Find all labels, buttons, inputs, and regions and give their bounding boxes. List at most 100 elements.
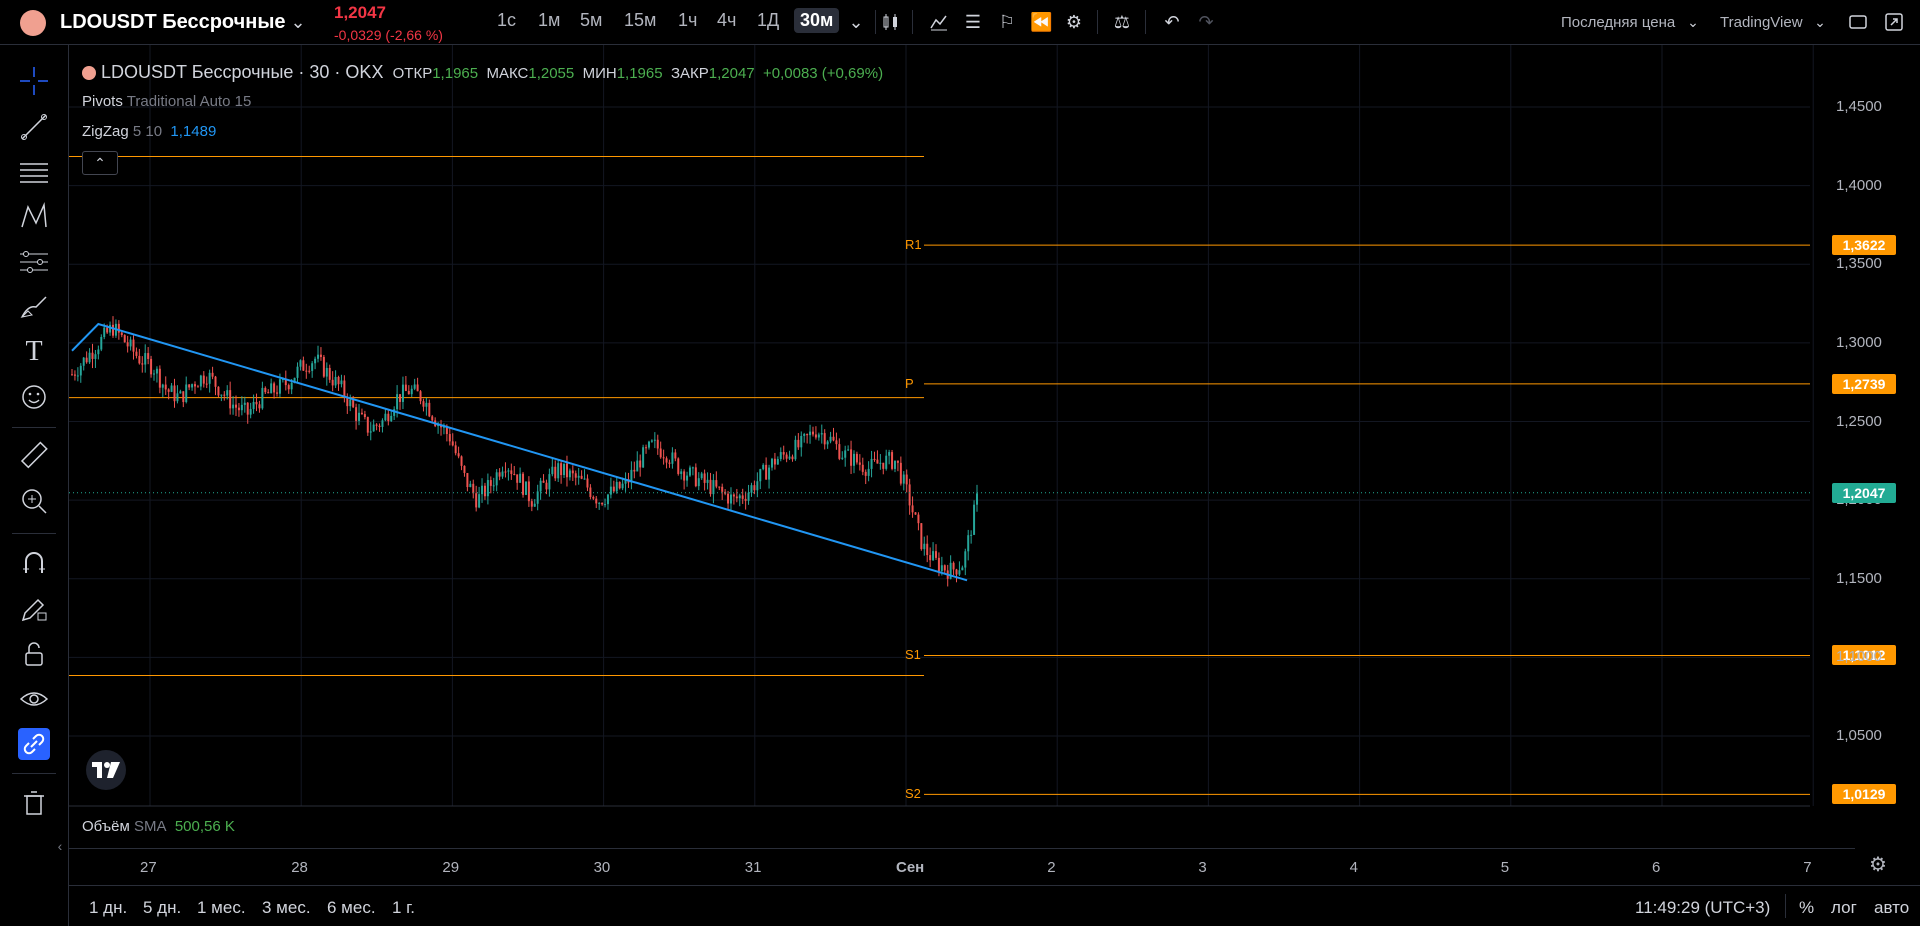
candles (71, 316, 978, 587)
window-icon[interactable] (1848, 12, 1868, 32)
indicators-icon[interactable] (929, 12, 949, 32)
series-title[interactable]: LDOUSDT Бессрочные · 30 · OKX (101, 62, 384, 82)
candle-body (232, 404, 235, 409)
candle-body (466, 472, 469, 488)
trash-icon[interactable] (18, 787, 50, 819)
candle-body (715, 480, 718, 487)
candle-body (196, 386, 199, 388)
interval-1d[interactable]: 1Д (757, 10, 780, 30)
candle-body (618, 481, 621, 489)
pivots-legend[interactable]: Pivots Traditional Auto 15 (82, 93, 251, 110)
interval-5m[interactable]: 5м (580, 10, 603, 30)
pivot-label-r1: R1 (905, 237, 922, 253)
candle-body (893, 460, 896, 469)
eye-icon[interactable] (18, 683, 50, 715)
price-type-select[interactable]: Последняя цена (1561, 14, 1676, 31)
candle-body (355, 407, 358, 421)
crosshair-icon[interactable] (18, 65, 50, 97)
volume-legend[interactable]: Объём SMA 500,56 K (82, 818, 235, 835)
emoji-icon[interactable] (18, 381, 50, 413)
range-1y[interactable]: 1 г. (392, 898, 416, 917)
time-axis[interactable]: 27 28 29 30 31 Сен 2 3 4 5 6 7 (69, 848, 1855, 885)
zoom-icon[interactable] (18, 485, 50, 517)
candle-body (451, 441, 454, 446)
range-6m[interactable]: 6 мес. (327, 898, 376, 917)
collapse-legend-button[interactable]: ⌃ (82, 151, 118, 175)
interval-1s[interactable]: 1с (497, 10, 517, 30)
horizontal-lines-icon[interactable] (18, 156, 50, 188)
ruler-icon[interactable] (18, 440, 50, 472)
candle-body (255, 401, 258, 405)
candle-body (876, 459, 879, 464)
chevron-down-icon[interactable]: ⌄ (290, 12, 306, 32)
lock-icon[interactable] (18, 638, 50, 670)
interval-1h[interactable]: 1ч (678, 10, 698, 30)
clock[interactable]: 11:49:29 (UTC+3) (1635, 898, 1771, 917)
symbol-name[interactable]: LDOUSDT Бессрочные (60, 11, 286, 33)
templates-icon[interactable]: ☰ (964, 12, 982, 32)
gear-icon[interactable]: ⚙ (1065, 12, 1083, 32)
candle-body (891, 452, 894, 469)
candle-body (560, 463, 563, 476)
compare-scale-icon[interactable]: ⚖ (1113, 12, 1131, 32)
range-1d[interactable]: 1 дн. (89, 898, 128, 917)
candle-body (460, 456, 463, 466)
gear-icon[interactable]: ⚙ (1869, 854, 1887, 876)
replay-icon[interactable]: ⏪ (1030, 12, 1053, 32)
candle-body (305, 370, 308, 372)
trendline-icon[interactable] (18, 111, 50, 143)
fullscreen-icon[interactable] (1884, 12, 1904, 32)
candles-icon[interactable] (881, 12, 901, 32)
candle-body (387, 413, 390, 422)
candle-body (349, 399, 352, 407)
brush-icon[interactable] (18, 291, 50, 323)
pencil-lock-icon[interactable] (18, 593, 50, 625)
interval-4h[interactable]: 4ч (717, 10, 737, 30)
fib-icon[interactable] (18, 246, 50, 278)
candle-body (469, 483, 472, 488)
pattern-icon[interactable] (18, 201, 50, 233)
collapse-icon[interactable]: ‹ (57, 838, 63, 854)
alert-icon[interactable]: ⚐ (998, 12, 1016, 32)
chevron-down-icon[interactable]: ⌄ (1814, 14, 1826, 30)
interval-30m[interactable]: 30м (794, 8, 840, 33)
candle-body (144, 353, 147, 365)
candle-body (422, 401, 425, 407)
chart-provider-select[interactable]: TradingView (1720, 14, 1803, 31)
text-icon[interactable]: T (25, 336, 43, 367)
magnet-icon[interactable] (18, 547, 50, 579)
divider (875, 10, 876, 34)
range-1m[interactable]: 1 мес. (197, 898, 246, 917)
range-3m[interactable]: 3 мес. (262, 898, 311, 917)
candle-body (873, 458, 876, 460)
auto-toggle[interactable]: авто (1874, 898, 1910, 917)
candle-body (158, 368, 161, 388)
percent-toggle[interactable]: % (1799, 898, 1815, 917)
interval-15m[interactable]: 15м (624, 10, 657, 30)
intervals-dropdown-icon[interactable]: ⌄ (848, 12, 864, 32)
candle-body (331, 379, 334, 386)
candle-body (498, 472, 501, 477)
candle-body (363, 414, 366, 418)
interval-1m[interactable]: 1м (538, 10, 561, 30)
candle-body (73, 374, 76, 376)
pivots-params: Traditional Auto 15 (126, 93, 252, 110)
candle-body (850, 449, 853, 466)
candle-body (791, 456, 794, 460)
candle-body (223, 394, 226, 396)
volume-name: Объём (82, 818, 130, 835)
zigzag-legend[interactable]: ZigZag 5 10 1,1489 (82, 123, 216, 140)
link-icon[interactable] (18, 728, 50, 760)
series-legend: LDOUSDT Бессрочные · 30 · OKX ОТКР1,1965… (82, 62, 883, 83)
undo-icon[interactable]: ↶ (1164, 12, 1180, 32)
log-toggle[interactable]: лог (1831, 898, 1857, 917)
redo-icon[interactable]: ↷ (1198, 12, 1214, 32)
range-5d[interactable]: 5 дн. (143, 898, 182, 917)
candle-body (855, 453, 858, 463)
chevron-down-icon[interactable]: ⌄ (1687, 14, 1699, 30)
candle-body (437, 424, 440, 427)
candle-body (647, 441, 650, 448)
candle-body (205, 383, 208, 385)
tradingview-logo-icon[interactable] (86, 750, 126, 790)
